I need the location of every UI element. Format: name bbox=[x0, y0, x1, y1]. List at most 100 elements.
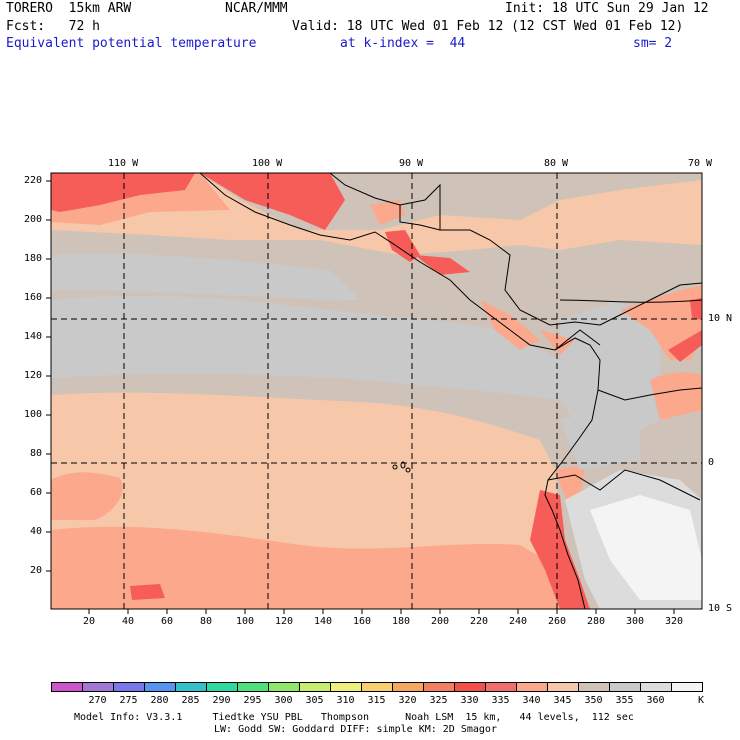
model-info-line1: Model Info: V3.3.1 Tiedtke YSU PBL Thomp… bbox=[74, 712, 634, 723]
guatemala-red bbox=[385, 230, 420, 262]
colorbar-swatch bbox=[330, 682, 362, 692]
colorbar-swatch bbox=[299, 682, 331, 692]
lat-label-10n: 10 N bbox=[708, 313, 733, 324]
coastlines bbox=[199, 173, 702, 609]
lon-label-100w: 100 W bbox=[252, 158, 283, 169]
x-tick: 120 bbox=[275, 616, 294, 627]
colorbar-label: 325 bbox=[429, 695, 448, 706]
costa-rica-salmon bbox=[480, 300, 540, 350]
colorbar-label: 300 bbox=[274, 695, 293, 706]
colorbar-swatch bbox=[113, 682, 145, 692]
colorbar-swatch bbox=[547, 682, 579, 692]
colorbar-swatch bbox=[361, 682, 393, 692]
y-tick: 40 bbox=[30, 526, 43, 537]
yucatan-salmon bbox=[370, 200, 405, 225]
y-tick: 160 bbox=[24, 292, 43, 303]
y-tick: 100 bbox=[24, 409, 43, 420]
colorbar-label: 295 bbox=[243, 695, 262, 706]
sw-salmon-patch bbox=[51, 472, 123, 520]
y-tick: 180 bbox=[24, 253, 43, 264]
colorbar-swatch bbox=[237, 682, 269, 692]
x-tick: 140 bbox=[314, 616, 333, 627]
init-time: Init: 18 UTC Sun 29 Jan 12 bbox=[505, 1, 709, 16]
colorbar-swatch bbox=[485, 682, 517, 692]
x-tick: 100 bbox=[236, 616, 255, 627]
colorbar-label: 350 bbox=[584, 695, 603, 706]
y-tick: 80 bbox=[30, 448, 43, 459]
panama-border bbox=[554, 329, 601, 351]
colorbar-swatch bbox=[640, 682, 672, 692]
colorbar-label: 270 bbox=[88, 695, 107, 706]
y-tick: 60 bbox=[30, 487, 43, 498]
colorbar-label: 355 bbox=[615, 695, 634, 706]
ecuador-gray bbox=[560, 410, 640, 470]
y-tick: 200 bbox=[24, 214, 43, 225]
mexico-red bbox=[200, 173, 345, 230]
colorbar-unit: K bbox=[698, 695, 705, 706]
colorbar-label: 340 bbox=[522, 695, 541, 706]
colorbar-label: 345 bbox=[553, 695, 572, 706]
y-tick: 120 bbox=[24, 370, 43, 381]
colorbar-swatch bbox=[609, 682, 641, 692]
colorbar-swatch bbox=[671, 682, 703, 692]
valid-time: Valid: 18 UTC Wed 01 Feb 12 (12 CST Wed … bbox=[292, 19, 684, 34]
honduras-red bbox=[415, 255, 470, 275]
south-red-spot bbox=[130, 584, 165, 600]
peru-coast-red bbox=[530, 490, 590, 609]
venezuela-border bbox=[559, 299, 702, 303]
x-tick: 320 bbox=[665, 616, 684, 627]
x-tick: 80 bbox=[200, 616, 213, 627]
galapagos-1 bbox=[392, 464, 398, 470]
y-tick: 140 bbox=[24, 331, 43, 342]
peru-border bbox=[547, 469, 701, 501]
galapagos-3 bbox=[405, 467, 411, 473]
east-salmon bbox=[650, 372, 702, 420]
colorbar-swatch bbox=[268, 682, 300, 692]
smoothing-info: sm= 2 bbox=[633, 36, 673, 51]
y-tick: 220 bbox=[24, 175, 43, 186]
x-tick: 300 bbox=[626, 616, 645, 627]
amazon-white bbox=[590, 495, 702, 600]
colorbar-label: 285 bbox=[181, 695, 200, 706]
central-gray-band bbox=[51, 295, 560, 400]
panama-salmon bbox=[540, 330, 575, 355]
forecast-hour: Fcst: 72 h bbox=[6, 19, 100, 34]
x-tick: 180 bbox=[392, 616, 411, 627]
model-name: TORERO 15km ARW bbox=[6, 1, 132, 16]
colorbar-swatch bbox=[392, 682, 424, 692]
colorbar-label: 280 bbox=[150, 695, 169, 706]
yucatan-border bbox=[399, 205, 441, 231]
x-tick: 260 bbox=[548, 616, 567, 627]
north-gray-band bbox=[51, 253, 360, 300]
colorbar-label: 310 bbox=[336, 695, 355, 706]
colorbar-label: 315 bbox=[367, 695, 386, 706]
lon-label-80w: 80 W bbox=[544, 158, 569, 169]
colorbar-swatch bbox=[144, 682, 176, 692]
colorbar-swatch bbox=[578, 682, 610, 692]
center-name: NCAR/MMM bbox=[225, 1, 288, 16]
colorbar-swatch bbox=[82, 682, 114, 692]
venezuela-red bbox=[690, 298, 702, 320]
lat-label-10s: 10 S bbox=[708, 603, 733, 614]
south-salmon-band bbox=[51, 526, 560, 609]
lon-label-70w: 70 W bbox=[688, 158, 713, 169]
colorbar-swatch bbox=[51, 682, 83, 692]
colorbar-swatch bbox=[206, 682, 238, 692]
colorbar-swatch bbox=[423, 682, 455, 692]
colorbar-swatch bbox=[454, 682, 486, 692]
x-tick: 200 bbox=[431, 616, 450, 627]
x-tick: 280 bbox=[587, 616, 606, 627]
colorbar-label: 275 bbox=[119, 695, 138, 706]
colorbar-label: 305 bbox=[305, 695, 324, 706]
lon-label-110w: 110 W bbox=[108, 158, 139, 169]
axis-ticks bbox=[46, 180, 675, 614]
graticule bbox=[51, 173, 702, 609]
colorbar-label: 320 bbox=[398, 695, 417, 706]
y-tick: 20 bbox=[30, 565, 43, 576]
colombia-gray bbox=[560, 300, 660, 440]
galapagos-2 bbox=[400, 461, 406, 469]
field-name: Equivalent potential temperature bbox=[6, 36, 257, 51]
colorbar-label: 335 bbox=[491, 695, 510, 706]
x-tick: 60 bbox=[161, 616, 174, 627]
